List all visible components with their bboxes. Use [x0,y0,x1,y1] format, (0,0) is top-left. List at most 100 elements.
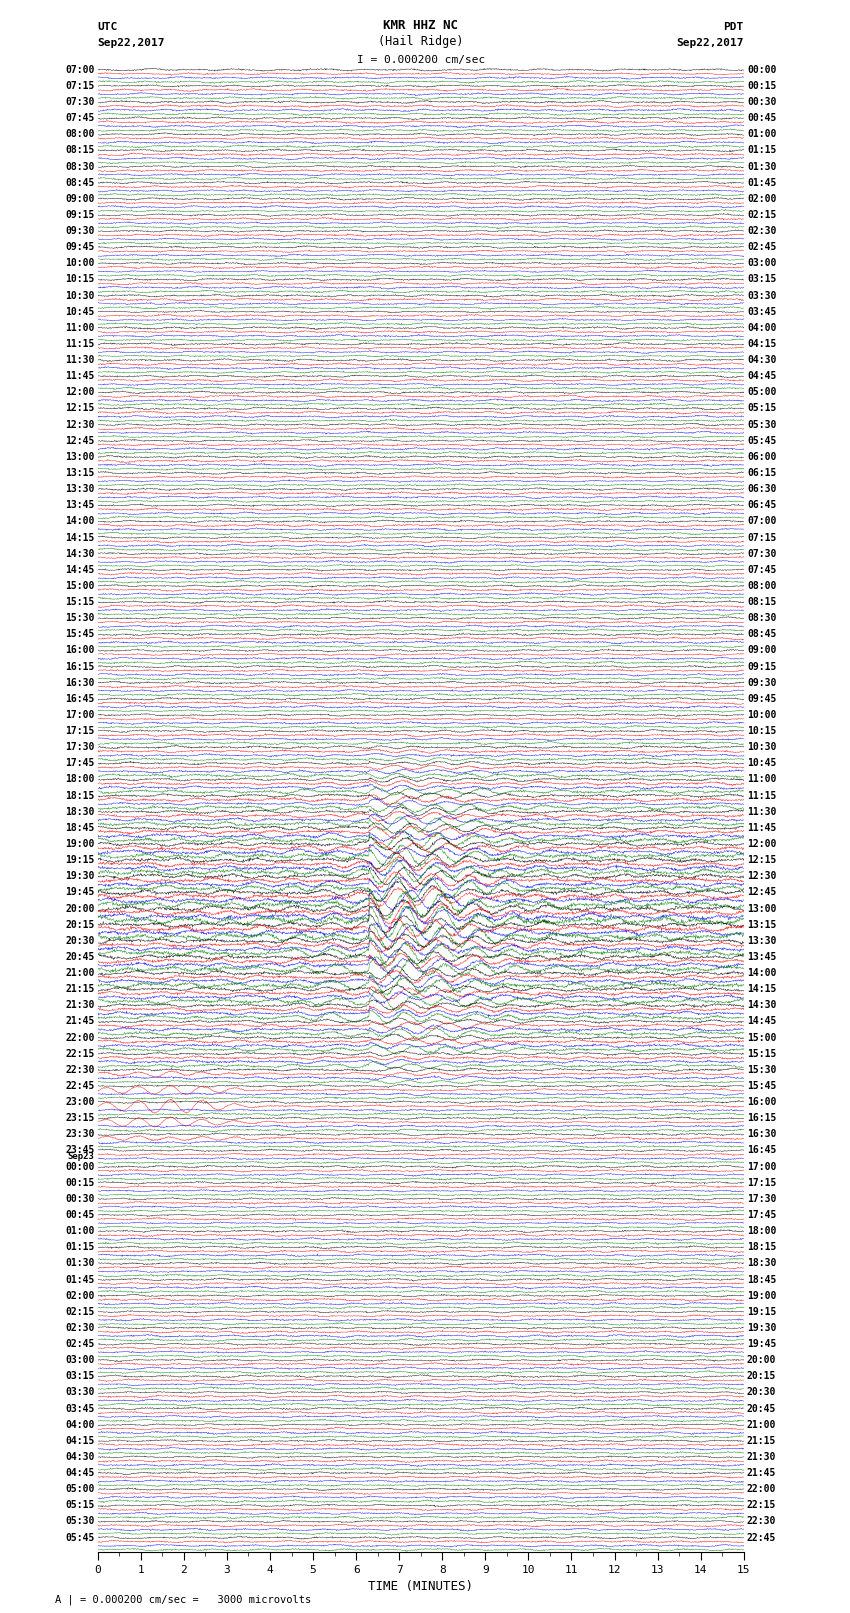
Text: 03:30: 03:30 [747,290,776,300]
Text: 09:30: 09:30 [747,677,776,687]
Text: 20:00: 20:00 [747,1355,776,1365]
Text: 05:00: 05:00 [747,387,776,397]
Text: 11:45: 11:45 [65,371,94,381]
Text: 16:15: 16:15 [747,1113,776,1123]
Text: 19:00: 19:00 [65,839,94,848]
Text: 09:45: 09:45 [65,242,94,252]
Text: 14:00: 14:00 [65,516,94,526]
Text: 10:15: 10:15 [747,726,776,736]
Text: 00:00: 00:00 [747,65,776,74]
Text: A | = 0.000200 cm/sec =   3000 microvolts: A | = 0.000200 cm/sec = 3000 microvolts [55,1594,311,1605]
Text: 16:30: 16:30 [747,1129,776,1139]
Text: 07:45: 07:45 [747,565,776,574]
Text: 23:15: 23:15 [65,1113,94,1123]
Text: 12:30: 12:30 [747,871,776,881]
Text: 21:30: 21:30 [747,1452,776,1461]
Text: 16:30: 16:30 [65,677,94,687]
Text: 18:15: 18:15 [65,790,94,800]
Text: 02:15: 02:15 [747,210,776,219]
Text: 07:45: 07:45 [65,113,94,123]
Text: 03:15: 03:15 [65,1371,94,1381]
Text: 08:15: 08:15 [65,145,94,155]
Text: 06:00: 06:00 [747,452,776,461]
Text: 16:45: 16:45 [747,1145,776,1155]
Text: 00:45: 00:45 [747,113,776,123]
Text: 04:45: 04:45 [747,371,776,381]
Text: 15:45: 15:45 [65,629,94,639]
Text: 19:00: 19:00 [747,1290,776,1300]
Text: 09:00: 09:00 [65,194,94,203]
Text: 22:45: 22:45 [747,1532,776,1542]
Text: 04:15: 04:15 [65,1436,94,1445]
Text: 19:45: 19:45 [65,887,94,897]
Text: 17:45: 17:45 [747,1210,776,1219]
Text: 11:15: 11:15 [65,339,94,348]
Text: 03:00: 03:00 [747,258,776,268]
Text: 05:30: 05:30 [65,1516,94,1526]
Text: 04:45: 04:45 [65,1468,94,1478]
Text: 20:15: 20:15 [747,1371,776,1381]
Text: 23:00: 23:00 [65,1097,94,1107]
Text: 01:30: 01:30 [747,161,776,171]
Text: 04:30: 04:30 [65,1452,94,1461]
Text: 06:30: 06:30 [747,484,776,494]
Text: 12:45: 12:45 [747,887,776,897]
Text: 04:00: 04:00 [747,323,776,332]
Text: 20:45: 20:45 [65,952,94,961]
Text: 08:30: 08:30 [747,613,776,623]
Text: 15:30: 15:30 [747,1065,776,1074]
Text: 14:15: 14:15 [65,532,94,542]
Text: 11:00: 11:00 [65,323,94,332]
Text: 13:15: 13:15 [65,468,94,477]
Text: 19:30: 19:30 [747,1323,776,1332]
Text: 21:15: 21:15 [747,1436,776,1445]
Text: 13:45: 13:45 [747,952,776,961]
Text: Sep23: Sep23 [68,1152,94,1161]
Text: 14:45: 14:45 [747,1016,776,1026]
Text: 15:30: 15:30 [65,613,94,623]
Text: (Hail Ridge): (Hail Ridge) [378,35,463,48]
Text: 12:15: 12:15 [65,403,94,413]
Text: 22:00: 22:00 [747,1484,776,1494]
Text: 06:45: 06:45 [747,500,776,510]
Text: 17:00: 17:00 [747,1161,776,1171]
Text: 20:30: 20:30 [65,936,94,945]
Text: 18:30: 18:30 [65,806,94,816]
Text: 12:45: 12:45 [65,436,94,445]
Text: Sep22,2017: Sep22,2017 [677,39,744,48]
Text: 00:30: 00:30 [747,97,776,106]
Text: 18:45: 18:45 [747,1274,776,1284]
Text: 05:15: 05:15 [747,403,776,413]
Text: 10:45: 10:45 [65,306,94,316]
Text: 01:15: 01:15 [747,145,776,155]
Text: 11:15: 11:15 [747,790,776,800]
Text: 21:45: 21:45 [65,1016,94,1026]
Text: 01:00: 01:00 [65,1226,94,1236]
Text: KMR HHZ NC: KMR HHZ NC [383,19,458,32]
Text: 21:00: 21:00 [747,1419,776,1429]
Text: 20:30: 20:30 [747,1387,776,1397]
Text: 00:15: 00:15 [747,81,776,90]
Text: 08:00: 08:00 [65,129,94,139]
Text: 20:45: 20:45 [747,1403,776,1413]
Text: 22:45: 22:45 [65,1081,94,1090]
Text: 21:45: 21:45 [747,1468,776,1478]
Text: 07:15: 07:15 [747,532,776,542]
Text: 08:45: 08:45 [65,177,94,187]
Text: 08:45: 08:45 [747,629,776,639]
Text: 01:30: 01:30 [65,1258,94,1268]
Text: 16:15: 16:15 [65,661,94,671]
Text: 00:30: 00:30 [65,1194,94,1203]
Text: 17:45: 17:45 [65,758,94,768]
Text: 13:45: 13:45 [65,500,94,510]
Text: 02:00: 02:00 [65,1290,94,1300]
Text: 12:15: 12:15 [747,855,776,865]
Text: 02:15: 02:15 [65,1307,94,1316]
Text: 07:00: 07:00 [65,65,94,74]
Text: 04:00: 04:00 [65,1419,94,1429]
Text: 19:30: 19:30 [65,871,94,881]
Text: 06:15: 06:15 [747,468,776,477]
Text: 21:15: 21:15 [65,984,94,994]
Text: 00:15: 00:15 [65,1177,94,1187]
Text: I = 0.000200 cm/sec: I = 0.000200 cm/sec [357,55,484,65]
